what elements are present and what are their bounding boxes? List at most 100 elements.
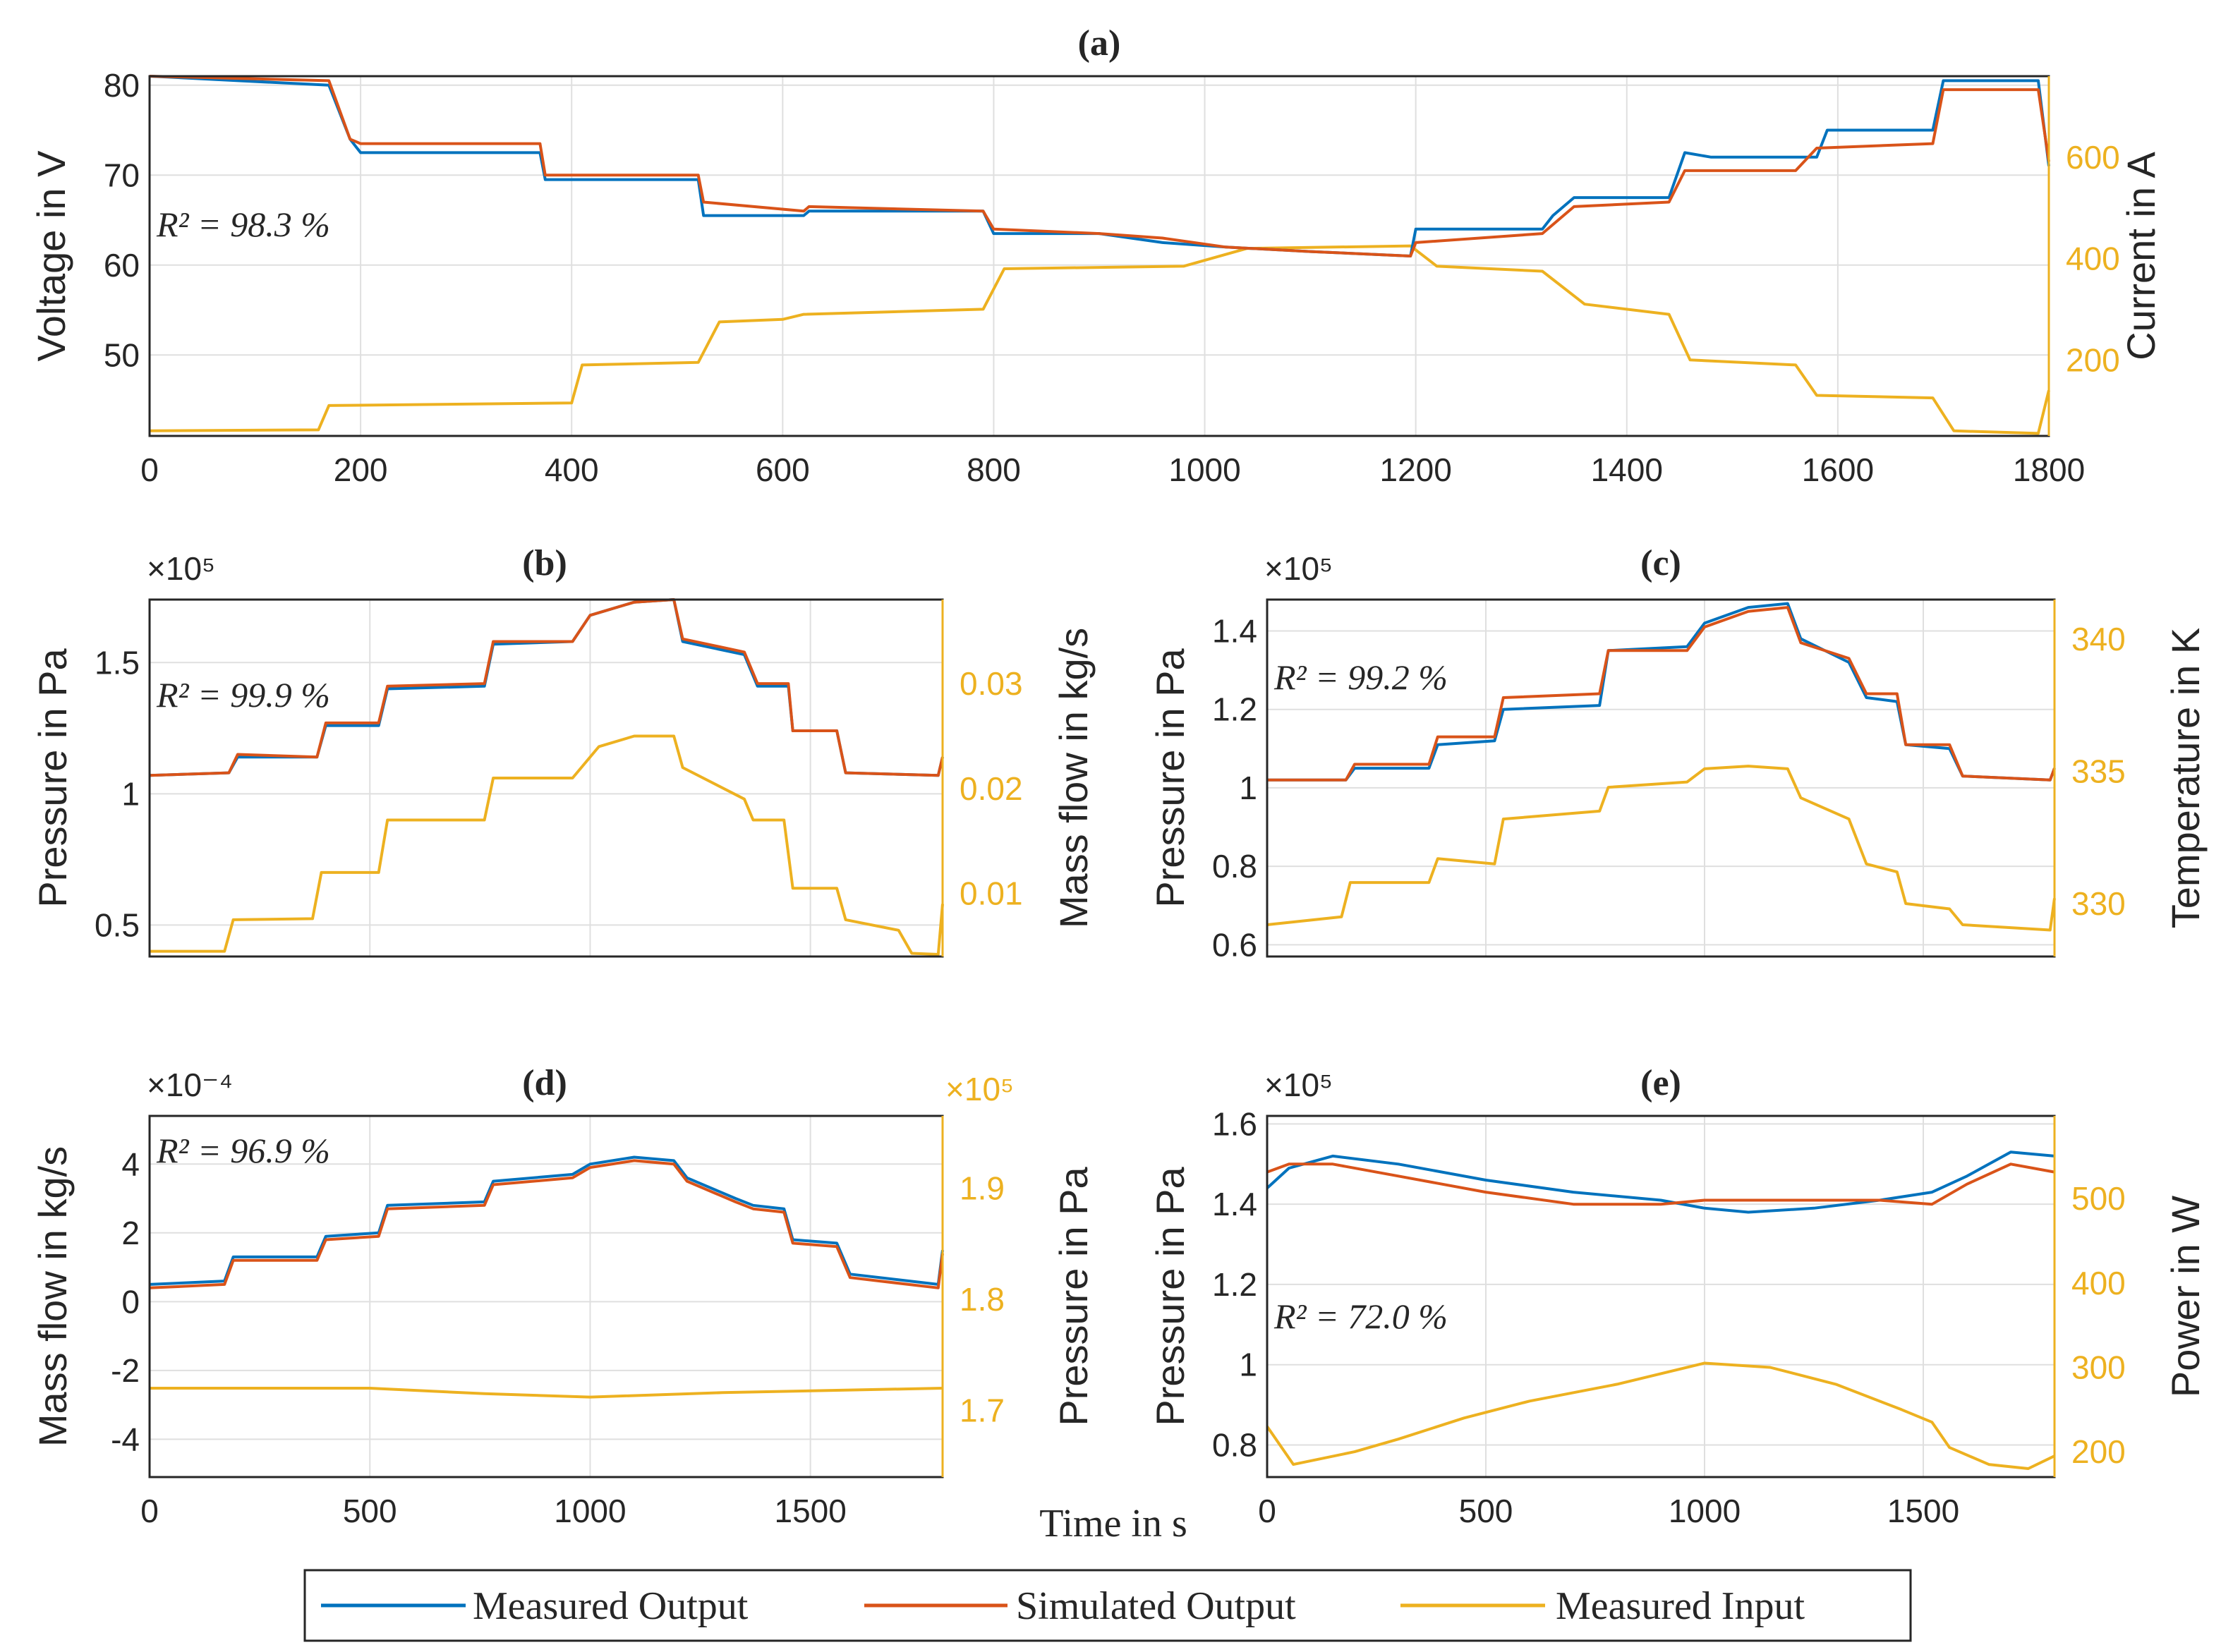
y2-exponent-label: ×10⁵ (945, 1071, 1014, 1107)
legend-box (303, 1569, 1912, 1642)
y2-axis-label: Current in A (2119, 152, 2163, 360)
y-axis-label: Pressure in Pa (1148, 648, 1192, 908)
y-tick-label: 1.4 (1212, 612, 1257, 649)
axes-box (148, 75, 2050, 437)
series-line-measured-output (1266, 1150, 2055, 1214)
y-tick-label: 50 (104, 336, 140, 373)
x-tick-label: 1000 (1669, 1493, 1741, 1529)
x-tick-label: 1200 (1379, 451, 1451, 488)
x-tick-label: 0 (140, 1493, 159, 1529)
y-tick-label: 0 (121, 1283, 140, 1320)
panel-c: 0.6 0.8 1 1.2 1.4 330 335 340 (c) ×10⁵ Pressure in… (1148, 543, 2208, 963)
y-axis-label: Mass flow in kg/s (30, 1146, 75, 1447)
panel-a: 0 200 400 600 800 1000 1200 1400 1600 1800 50 60 70 8… (29, 23, 2163, 488)
y-tick-label: 1 (1239, 770, 1257, 806)
r-squared-annotation: R² = 98.3 % (156, 205, 330, 244)
y-tick-label: 70 (104, 157, 140, 193)
y2-tick-label: 1.8 (960, 1281, 1005, 1318)
y-tick-label: 1.6 (1212, 1105, 1257, 1142)
y-tick-label: 80 (104, 67, 140, 104)
shared-x-axis-label: Time in s (1039, 1502, 1187, 1545)
x-tick-label: 1400 (1591, 451, 1663, 488)
panel-title: (e) (1640, 1063, 1681, 1103)
y-tick-label: 1 (1239, 1347, 1257, 1383)
legend-label-simulated-output: Simulated Output (1016, 1584, 1296, 1628)
x-tick-label: 1600 (1802, 451, 1874, 488)
x-tick-label: 600 (756, 451, 810, 488)
y2-tick-label: 200 (2071, 1433, 2126, 1470)
series-line-measured-input (1266, 1361, 2055, 1470)
y-exponent-label: ×10⁵ (1264, 1067, 1333, 1103)
panel-title: (d) (522, 1063, 567, 1103)
series-line-measured-input (150, 1387, 943, 1399)
y-exponent-label: ×10⁵ (1264, 550, 1333, 587)
y2-axis-label: Pressure in Pa (1051, 1167, 1096, 1426)
y2-tick-label: 1.7 (960, 1392, 1005, 1428)
y-tick-label: -4 (111, 1421, 140, 1457)
y2-tick-label: 340 (2071, 621, 2126, 657)
x-tick-label: 0 (1258, 1493, 1276, 1529)
legend: Measured Output Simulated Output Measure… (303, 1569, 1912, 1642)
y2-tick-label: 1.9 (960, 1170, 1005, 1206)
y2-tick-label: 330 (2071, 885, 2126, 922)
y-tick-label: 1.4 (1212, 1186, 1257, 1222)
series-line-simulated-output (149, 1159, 944, 1289)
y-tick-label: 60 (104, 247, 140, 284)
series-line-measured-input (150, 734, 944, 956)
y-tick-label: 0.6 (1212, 926, 1257, 963)
r-squared-annotation: R² = 99.9 % (156, 675, 330, 715)
panel-b: 0.5 1 1.5 0.01 0.02 0.03 (b) ×10⁵ Pressure in Pa… (30, 543, 1096, 958)
y2-tick-label: 300 (2071, 1349, 2126, 1385)
panel-d: 0 500 1000 1500 -4 -2 0 2 4 1.7 1.8 1.9 (d) ×10⁻⁴ ×10⁵… (30, 1063, 1096, 1529)
series-line-measured-input (1266, 765, 2056, 932)
y2-axis-label: Temperature in K (2163, 628, 2208, 928)
y2-tick-label: 0.01 (960, 875, 1023, 912)
y-axis-label: Pressure in Pa (30, 648, 75, 908)
series-line-measured-output (149, 75, 2050, 257)
axes-box (1266, 598, 2056, 958)
y2-tick-label: 400 (2066, 241, 2120, 277)
y-tick-label: 1.2 (1212, 1266, 1257, 1303)
y2-tick-label: 600 (2066, 139, 2120, 176)
legend-label-measured-output: Measured Output (473, 1584, 749, 1628)
x-tick-label: 0 (140, 451, 159, 488)
y-tick-label: 1.2 (1212, 691, 1257, 728)
y2-tick-label: 500 (2071, 1180, 2126, 1217)
x-tick-label: 800 (967, 451, 1021, 488)
x-tick-label: 1000 (554, 1493, 626, 1529)
y-tick-label: 1.5 (95, 644, 140, 681)
y-exponent-label: ×10⁵ (147, 550, 215, 587)
y2-tick-label: 400 (2071, 1265, 2126, 1301)
panel-e: 0 500 1000 1500 0.8 1 1.2 1.4 1.6 200 300 400 500 (e)… (1148, 1063, 2208, 1529)
y-axis-label: Voltage in V (29, 150, 73, 362)
y-tick-label: -2 (111, 1352, 140, 1389)
y2-tick-label: 335 (2071, 753, 2126, 790)
y-tick-label: 0.8 (1212, 848, 1257, 885)
series-line-simulated-output (149, 598, 944, 777)
y2-tick-label: 200 (2066, 341, 2120, 378)
panel-title: (c) (1640, 543, 1681, 583)
r-squared-annotation: R² = 99.2 % (1273, 657, 1448, 697)
y-tick-label: 1 (121, 775, 140, 812)
r-squared-annotation: R² = 96.9 % (156, 1131, 330, 1170)
y-tick-label: 4 (121, 1146, 140, 1182)
y-tick-label: 0.5 (95, 906, 140, 943)
y-axis-label: Pressure in Pa (1148, 1167, 1192, 1426)
x-tick-label: 1500 (774, 1493, 846, 1529)
x-tick-label: 1800 (2013, 451, 2085, 488)
panel-title: (a) (1078, 23, 1121, 63)
x-tick-label: 1000 (1168, 451, 1240, 488)
y2-axis-label: Mass flow in kg/s (1051, 628, 1096, 928)
series-line-measured-output (1267, 602, 2056, 782)
panel-title: (b) (522, 543, 567, 583)
series-line-simulated-output (1267, 606, 2056, 782)
r-squared-annotation: R² = 72.0 % (1273, 1296, 1448, 1336)
series-line-measured-output (149, 1155, 944, 1286)
x-tick-label: 400 (545, 451, 599, 488)
series-line-measured-input (149, 244, 2050, 435)
x-tick-label: 500 (343, 1493, 397, 1529)
series-line-simulated-output (1266, 1162, 2055, 1206)
series-line-simulated-output (149, 75, 2050, 257)
y2-axis-label: Power in W (2163, 1196, 2208, 1397)
